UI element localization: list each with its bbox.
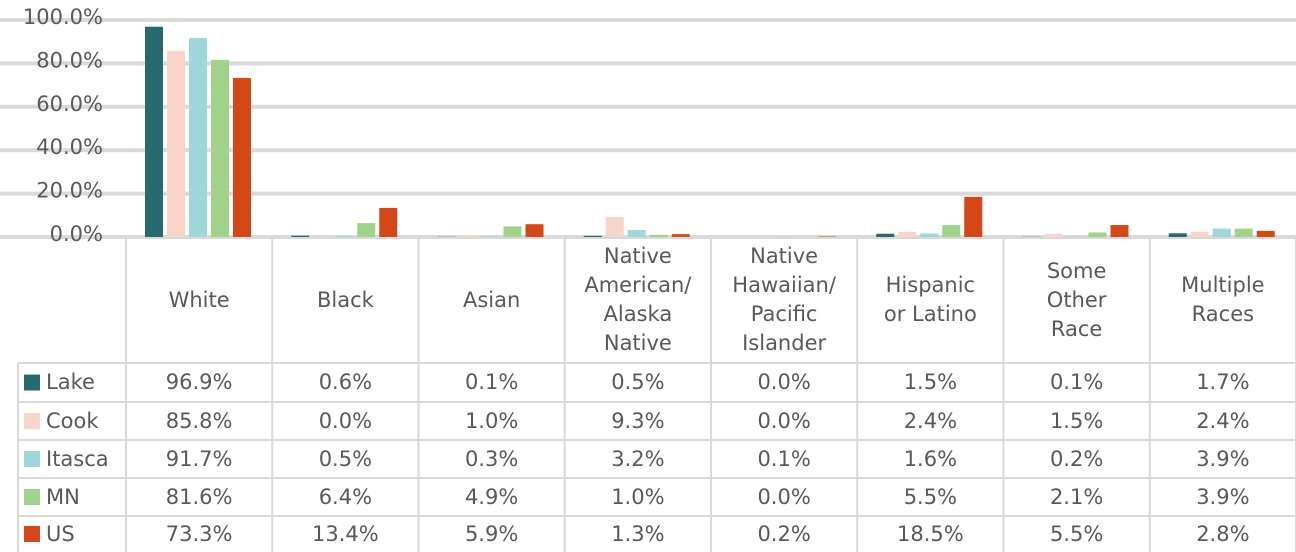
bar [145,26,163,237]
table-value: 81.6% [165,484,233,509]
category-label: Hispanic or Latino [883,273,977,326]
y-tick-label: 40.0% [36,135,103,159]
bar [1168,233,1187,237]
legend-label: Lake [46,370,95,394]
legend-swatch [24,451,40,467]
table-value: 1.7% [1196,370,1250,394]
bar [627,230,646,237]
y-tick-label: 80.0% [36,48,103,72]
bar [189,38,207,237]
table-value: 0.2% [1049,446,1104,471]
bar [459,234,478,237]
bar [1088,232,1107,237]
table-value: 0.2% [757,521,811,546]
bar [1044,233,1063,237]
y-tick-label: 100.0% [23,5,103,29]
table-value: 0.0% [757,370,811,394]
table-value: 4.9% [464,484,519,509]
legend-label: Itasca [46,446,109,471]
table-value: 0.1% [1049,370,1104,394]
table-value: 18.5% [897,521,964,546]
bar [503,226,522,237]
bar [583,235,602,237]
bar [211,59,229,237]
bar [605,216,624,237]
y-tick-label: 20.0% [36,179,103,203]
table-value: 1.5% [1049,408,1104,433]
legend-swatch [24,413,40,429]
legend-label: Cook [46,408,99,433]
legend-label: MN [46,484,80,509]
table-value: 0.0% [757,408,811,433]
category-label: Black [316,287,374,312]
bar [379,207,398,237]
bar [481,236,500,237]
legend-swatch [24,526,40,542]
table-value: 0.5% [611,370,665,394]
bar [964,196,983,237]
table-value: 0.5% [318,446,373,471]
bar [1212,228,1231,237]
bar [233,77,251,238]
legend-swatch [24,489,40,505]
bar [167,50,185,238]
table-value: 5.5% [903,484,958,509]
table-value: 1.3% [611,521,665,546]
bar [357,223,376,237]
category-label: Multiple Races [1181,273,1265,326]
bar [1110,225,1129,237]
bar [898,231,917,237]
table-value: 9.3% [611,408,665,433]
table-value: 91.7% [165,446,233,471]
bar [335,235,354,237]
table-value: 2.8% [1196,521,1250,546]
table-value: 0.1% [464,370,519,394]
table-value: 3.9% [1196,446,1250,471]
bar [920,233,939,237]
category-label: White [168,287,230,312]
table-value: 2.4% [903,408,958,433]
category-label: Some Other Race [1046,258,1107,341]
bar [525,224,544,237]
table-value: 73.3% [165,521,233,546]
legend-label: US [46,521,75,546]
category-label: Asian [462,287,521,312]
bar [649,234,668,237]
legend-swatch [24,374,40,391]
category-label: Native Hawaiian/ Pacific Islander [732,244,836,355]
table-value: 0.0% [757,484,811,509]
table-value: 1.5% [903,370,958,394]
bar [1256,230,1275,237]
table-value: 1.0% [464,408,519,433]
bar [671,234,690,237]
y-tick-label: 60.0% [36,92,103,116]
table-value: 3.9% [1196,484,1250,509]
table-value: 0.1% [757,446,811,471]
table-value: 13.4% [312,521,379,546]
table-value: 2.4% [1196,408,1250,433]
bar [1234,228,1253,237]
bar [876,233,895,237]
table-value: 96.9% [165,370,233,394]
y-tick-label: 0.0% [50,222,103,246]
table-value: 0.0% [318,408,373,433]
bar [1190,231,1209,237]
table-value: 1.6% [903,446,958,471]
table-value: 5.9% [464,521,519,546]
table-value: 5.5% [1049,521,1104,546]
table-value: 2.1% [1049,484,1104,509]
category-label: Native American/ Alaska Native [584,244,692,355]
table-value: 3.2% [611,446,665,471]
table-value: 1.0% [611,484,665,509]
table-value: 0.3% [464,446,519,471]
bar [942,225,961,237]
table-value: 0.6% [318,370,373,394]
table-value: 85.8% [165,408,233,433]
bar [291,235,310,237]
table-value: 6.4% [318,484,373,509]
